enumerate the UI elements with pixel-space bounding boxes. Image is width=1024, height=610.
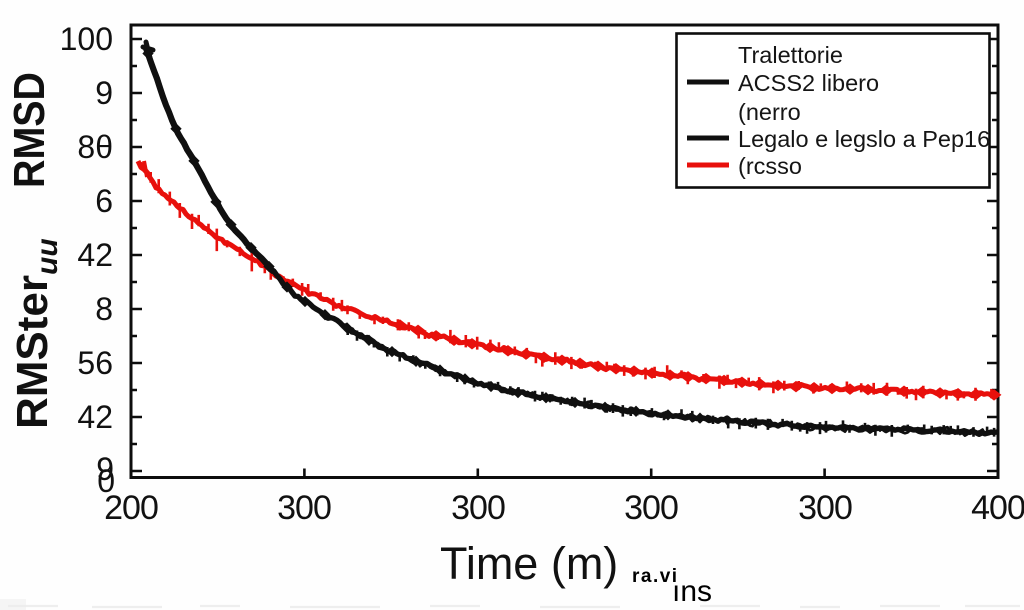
svg-text:0: 0 [97,463,115,499]
svg-text:42: 42 [77,237,113,273]
svg-text:9: 9 [96,451,114,487]
svg-text:400: 400 [971,489,1024,527]
svg-text:8θ: 8θ [77,129,113,165]
svg-text:8: 8 [95,291,113,327]
svg-text:Time (m): Time (m) [440,538,618,589]
svg-text:RMSteruu: RMSteruu [8,238,64,429]
svg-text:300: 300 [798,489,852,527]
svg-text:300: 300 [451,489,505,527]
svg-text:(rcsso: (rcsso [738,153,802,179]
svg-text:200: 200 [104,489,158,527]
svg-text:100: 100 [60,21,113,57]
svg-text:42: 42 [77,399,113,435]
svg-text:9: 9 [95,75,113,111]
svg-text:56: 56 [77,345,113,381]
svg-text:ra.vi: ra.vi [632,566,679,587]
svg-text:ıns: ıns [672,575,712,608]
svg-text:Legalo e legslo a Pep16: Legalo e legslo a Pep16 [738,126,990,152]
svg-text:ACSS2 libero: ACSS2 libero [738,70,879,96]
svg-text:6: 6 [95,183,113,219]
svg-text:RMSD: RMSD [5,72,54,188]
svg-text:300: 300 [624,489,678,527]
svg-text:(nerro: (nerro [738,99,801,125]
svg-text:300: 300 [277,489,331,527]
svg-text:Tralettorie: Tralettorie [738,42,843,68]
